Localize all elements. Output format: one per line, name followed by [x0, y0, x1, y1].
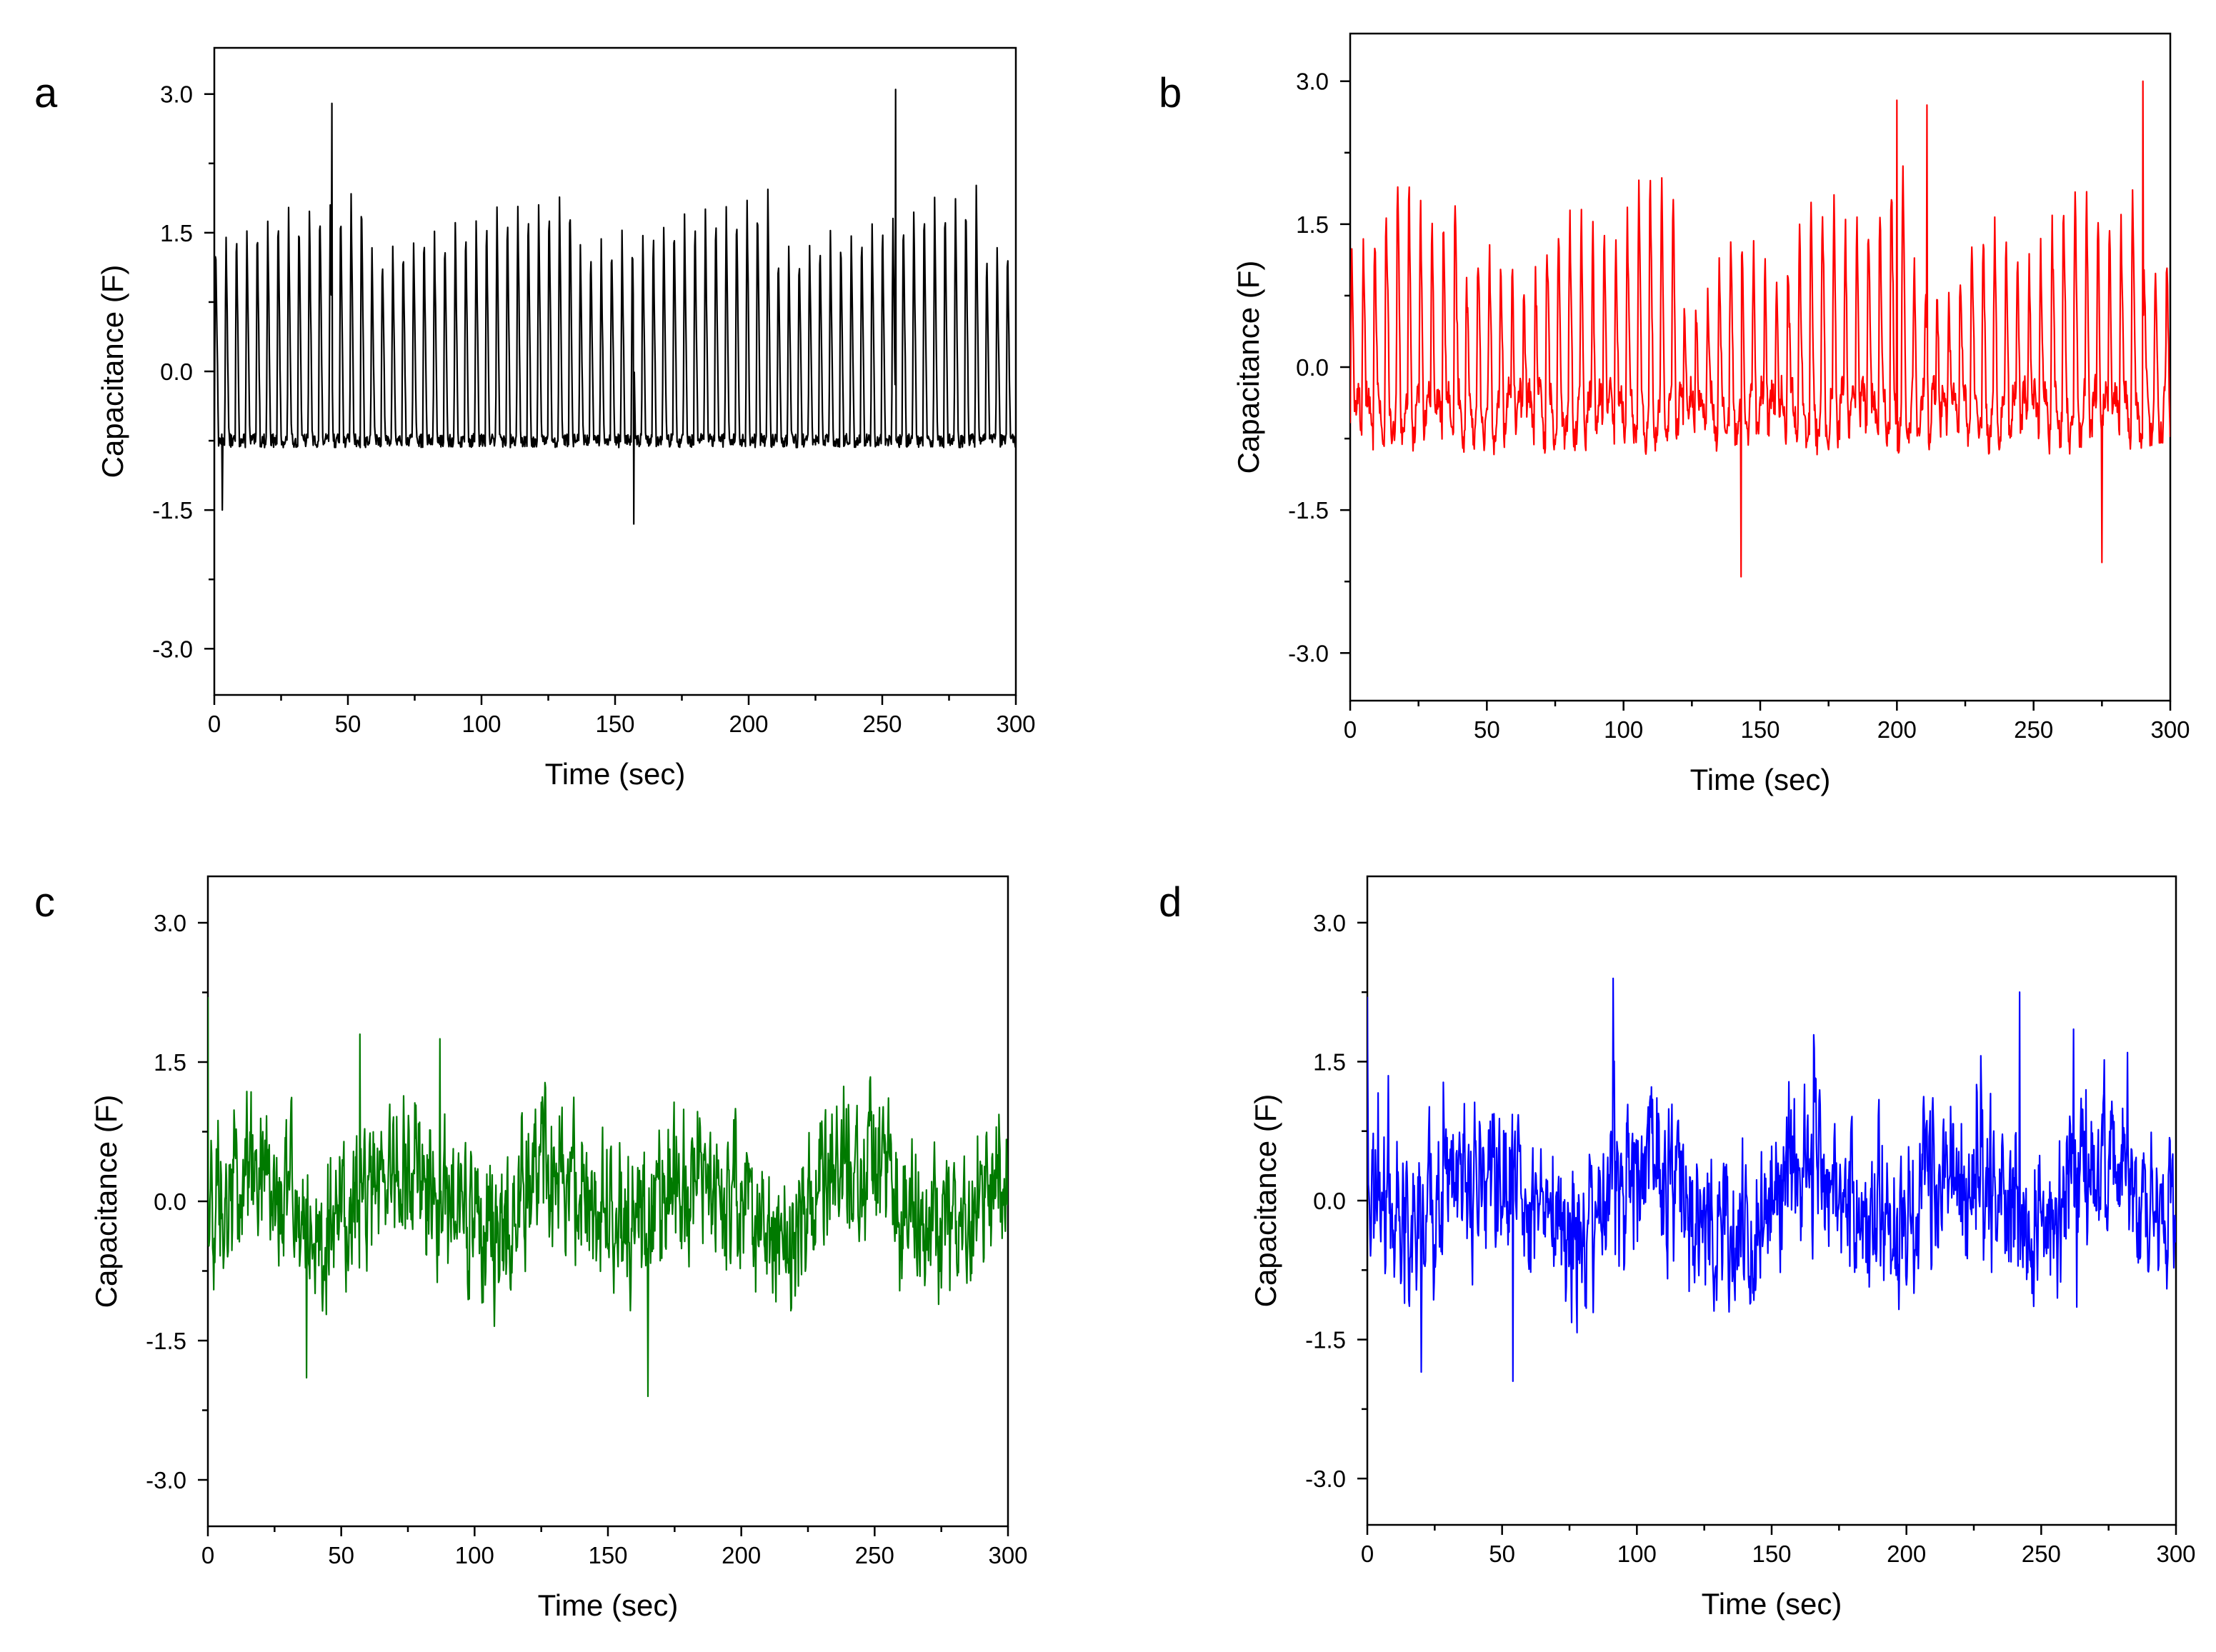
- x-tick-label-a: 50: [335, 711, 361, 737]
- series-line-d: [1367, 977, 2176, 1382]
- x-axis-title-c: Time (sec): [538, 1588, 679, 1622]
- panel-d: d 0 50 100 150 200 250 300 3.0 1.5 0.0 -1.5 -3.0 Tim…: [1159, 875, 2196, 1621]
- y-tick-label-b: 0.0: [1296, 354, 1329, 381]
- panel-c: c 0 50 100 150 200 250 300 3.0 1.5 0.0 -1.5 -3.0 Tim…: [34, 875, 1028, 1622]
- series-line-c: [208, 996, 1008, 1398]
- y-tick-label-d: -3.0: [1305, 1466, 1346, 1492]
- y-tick-label-b: 3.0: [1296, 69, 1329, 95]
- y-tick-label-d: -1.5: [1305, 1327, 1346, 1353]
- y-axis-title-a: Capacitance (F): [96, 265, 129, 479]
- plot-area-b: 0 50 100 150 200 250 300 3.0 1.5 0.0 -1.5 -3.0 Time …: [1232, 32, 2190, 796]
- series-line-b: [1350, 80, 2170, 578]
- plot-area-d: 0 50 100 150 200 250 300 3.0 1.5 0.0 -1.5 -3.0 Time …: [1249, 875, 2196, 1621]
- x-axis-title-a: Time (sec): [545, 757, 686, 791]
- y-tick-label-b: 1.5: [1296, 211, 1329, 238]
- x-tick-label-a: 200: [729, 711, 768, 737]
- y-tick-label-a: -3.0: [152, 636, 193, 662]
- x-tick-label-d: 300: [2156, 1541, 2195, 1567]
- y-tick-label-c: -3.0: [146, 1467, 186, 1493]
- x-tick-label-c: 100: [455, 1542, 494, 1568]
- x-tick-label-c: 200: [722, 1542, 761, 1568]
- x-tick-label-d: 150: [1752, 1541, 1791, 1567]
- y-tick-label-d: 0.0: [1313, 1188, 1346, 1214]
- x-tick-label-c: 150: [588, 1542, 627, 1568]
- plot-frame-b: [1349, 32, 2172, 702]
- y-tick-label-b: -3.0: [1288, 640, 1329, 666]
- x-tick-label-b: 100: [1604, 716, 1643, 743]
- y-tick-label-a: -1.5: [152, 497, 193, 524]
- x-tick-label-d: 0: [1361, 1541, 1374, 1567]
- y-tick-label-b: -1.5: [1288, 497, 1329, 524]
- panel-b: b 0 50 100 150 200 250 300 3.0 1.5 0.0 -1.5 -3.0 Tim…: [1159, 32, 2190, 796]
- panel-letter-d: d: [1159, 879, 1182, 926]
- x-tick-label-a: 150: [595, 711, 634, 737]
- y-tick-label-a: 0.0: [160, 359, 193, 385]
- x-tick-label-d: 200: [1887, 1541, 1926, 1567]
- x-tick-label-d: 100: [1617, 1541, 1657, 1567]
- x-tick-label-b: 50: [1474, 716, 1500, 743]
- x-tick-label-a: 300: [996, 711, 1035, 737]
- x-tick-label-c: 0: [201, 1542, 214, 1568]
- x-tick-label-a: 100: [461, 711, 501, 737]
- x-tick-label-b: 0: [1344, 716, 1357, 743]
- y-tick-label-c: 0.0: [154, 1188, 186, 1215]
- y-tick-label-c: 1.5: [154, 1049, 186, 1076]
- y-tick-label-c: -1.5: [146, 1328, 186, 1354]
- panel-letter-c: c: [34, 879, 55, 926]
- panel-letter-a: a: [34, 70, 58, 116]
- panel-a: a 0 50 100 150 200 250 300 3.0 1.5 0.0 -1.5 -3.0 Tim…: [34, 46, 1036, 791]
- x-tick-label-c: 250: [855, 1542, 894, 1568]
- y-axis-title-b: Capacitance (F): [1232, 261, 1265, 474]
- x-tick-label-b: 250: [2014, 716, 2053, 743]
- x-tick-label-a: 0: [208, 711, 221, 737]
- series-line-a: [214, 89, 1016, 525]
- y-axis-title-c: Capacitance (F): [89, 1095, 123, 1308]
- x-tick-label-b: 300: [2150, 716, 2190, 743]
- x-tick-label-d: 50: [1489, 1541, 1515, 1567]
- y-tick-label-a: 1.5: [160, 220, 193, 246]
- y-tick-label-a: 3.0: [160, 81, 193, 108]
- x-tick-label-b: 200: [1877, 716, 1917, 743]
- x-axis-title-d: Time (sec): [1702, 1587, 1842, 1621]
- y-tick-label-d: 3.0: [1313, 910, 1346, 936]
- x-tick-label-d: 250: [2022, 1541, 2061, 1567]
- panel-letter-b: b: [1159, 70, 1182, 116]
- x-tick-label-c: 300: [988, 1542, 1027, 1568]
- x-axis-title-b: Time (sec): [1690, 763, 1831, 796]
- plot-area-c: 0 50 100 150 200 250 300 3.0 1.5 0.0 -1.5 -3.0 Time …: [89, 875, 1028, 1622]
- x-tick-label-c: 50: [328, 1542, 354, 1568]
- x-tick-label-b: 150: [1740, 716, 1780, 743]
- y-tick-label-c: 3.0: [154, 910, 186, 936]
- y-tick-label-d: 1.5: [1313, 1048, 1346, 1075]
- y-axis-title-d: Capacitance (F): [1249, 1094, 1282, 1308]
- x-tick-label-a: 250: [862, 711, 902, 737]
- plot-area-a: 0 50 100 150 200 250 300 3.0 1.5 0.0 -1.5 -3.0 Time …: [96, 46, 1036, 791]
